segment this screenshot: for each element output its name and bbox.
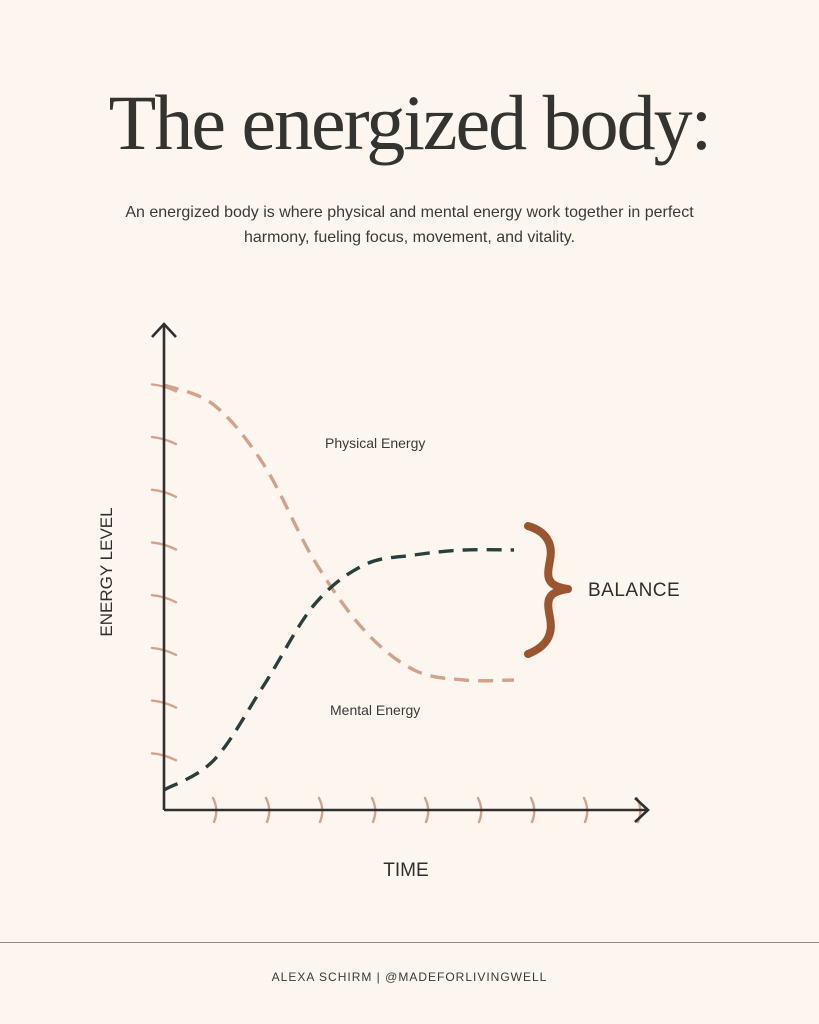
balance-brace — [524, 522, 572, 658]
balance-label: BALANCE — [588, 580, 680, 601]
mental-energy-line — [163, 547, 515, 792]
subtitle: An energized body is where physical and … — [125, 204, 694, 246]
y-axis-label: ENERGY LEVEL — [97, 507, 116, 636]
legend-mental-energy: Mental Energy — [330, 702, 420, 718]
page-title: The energized body: — [108, 79, 713, 166]
x-axis-label: TIME — [383, 860, 428, 881]
footer-credit: ALEXA SCHIRM | @MADEFORLIVINGWELL — [271, 970, 548, 984]
footer-divider — [0, 942, 819, 943]
x-axis-arrow — [634, 797, 650, 823]
legend-physical-energy: Physical Energy — [325, 435, 425, 451]
y-axis-arrow — [151, 322, 177, 338]
physical-energy-line — [163, 383, 515, 683]
